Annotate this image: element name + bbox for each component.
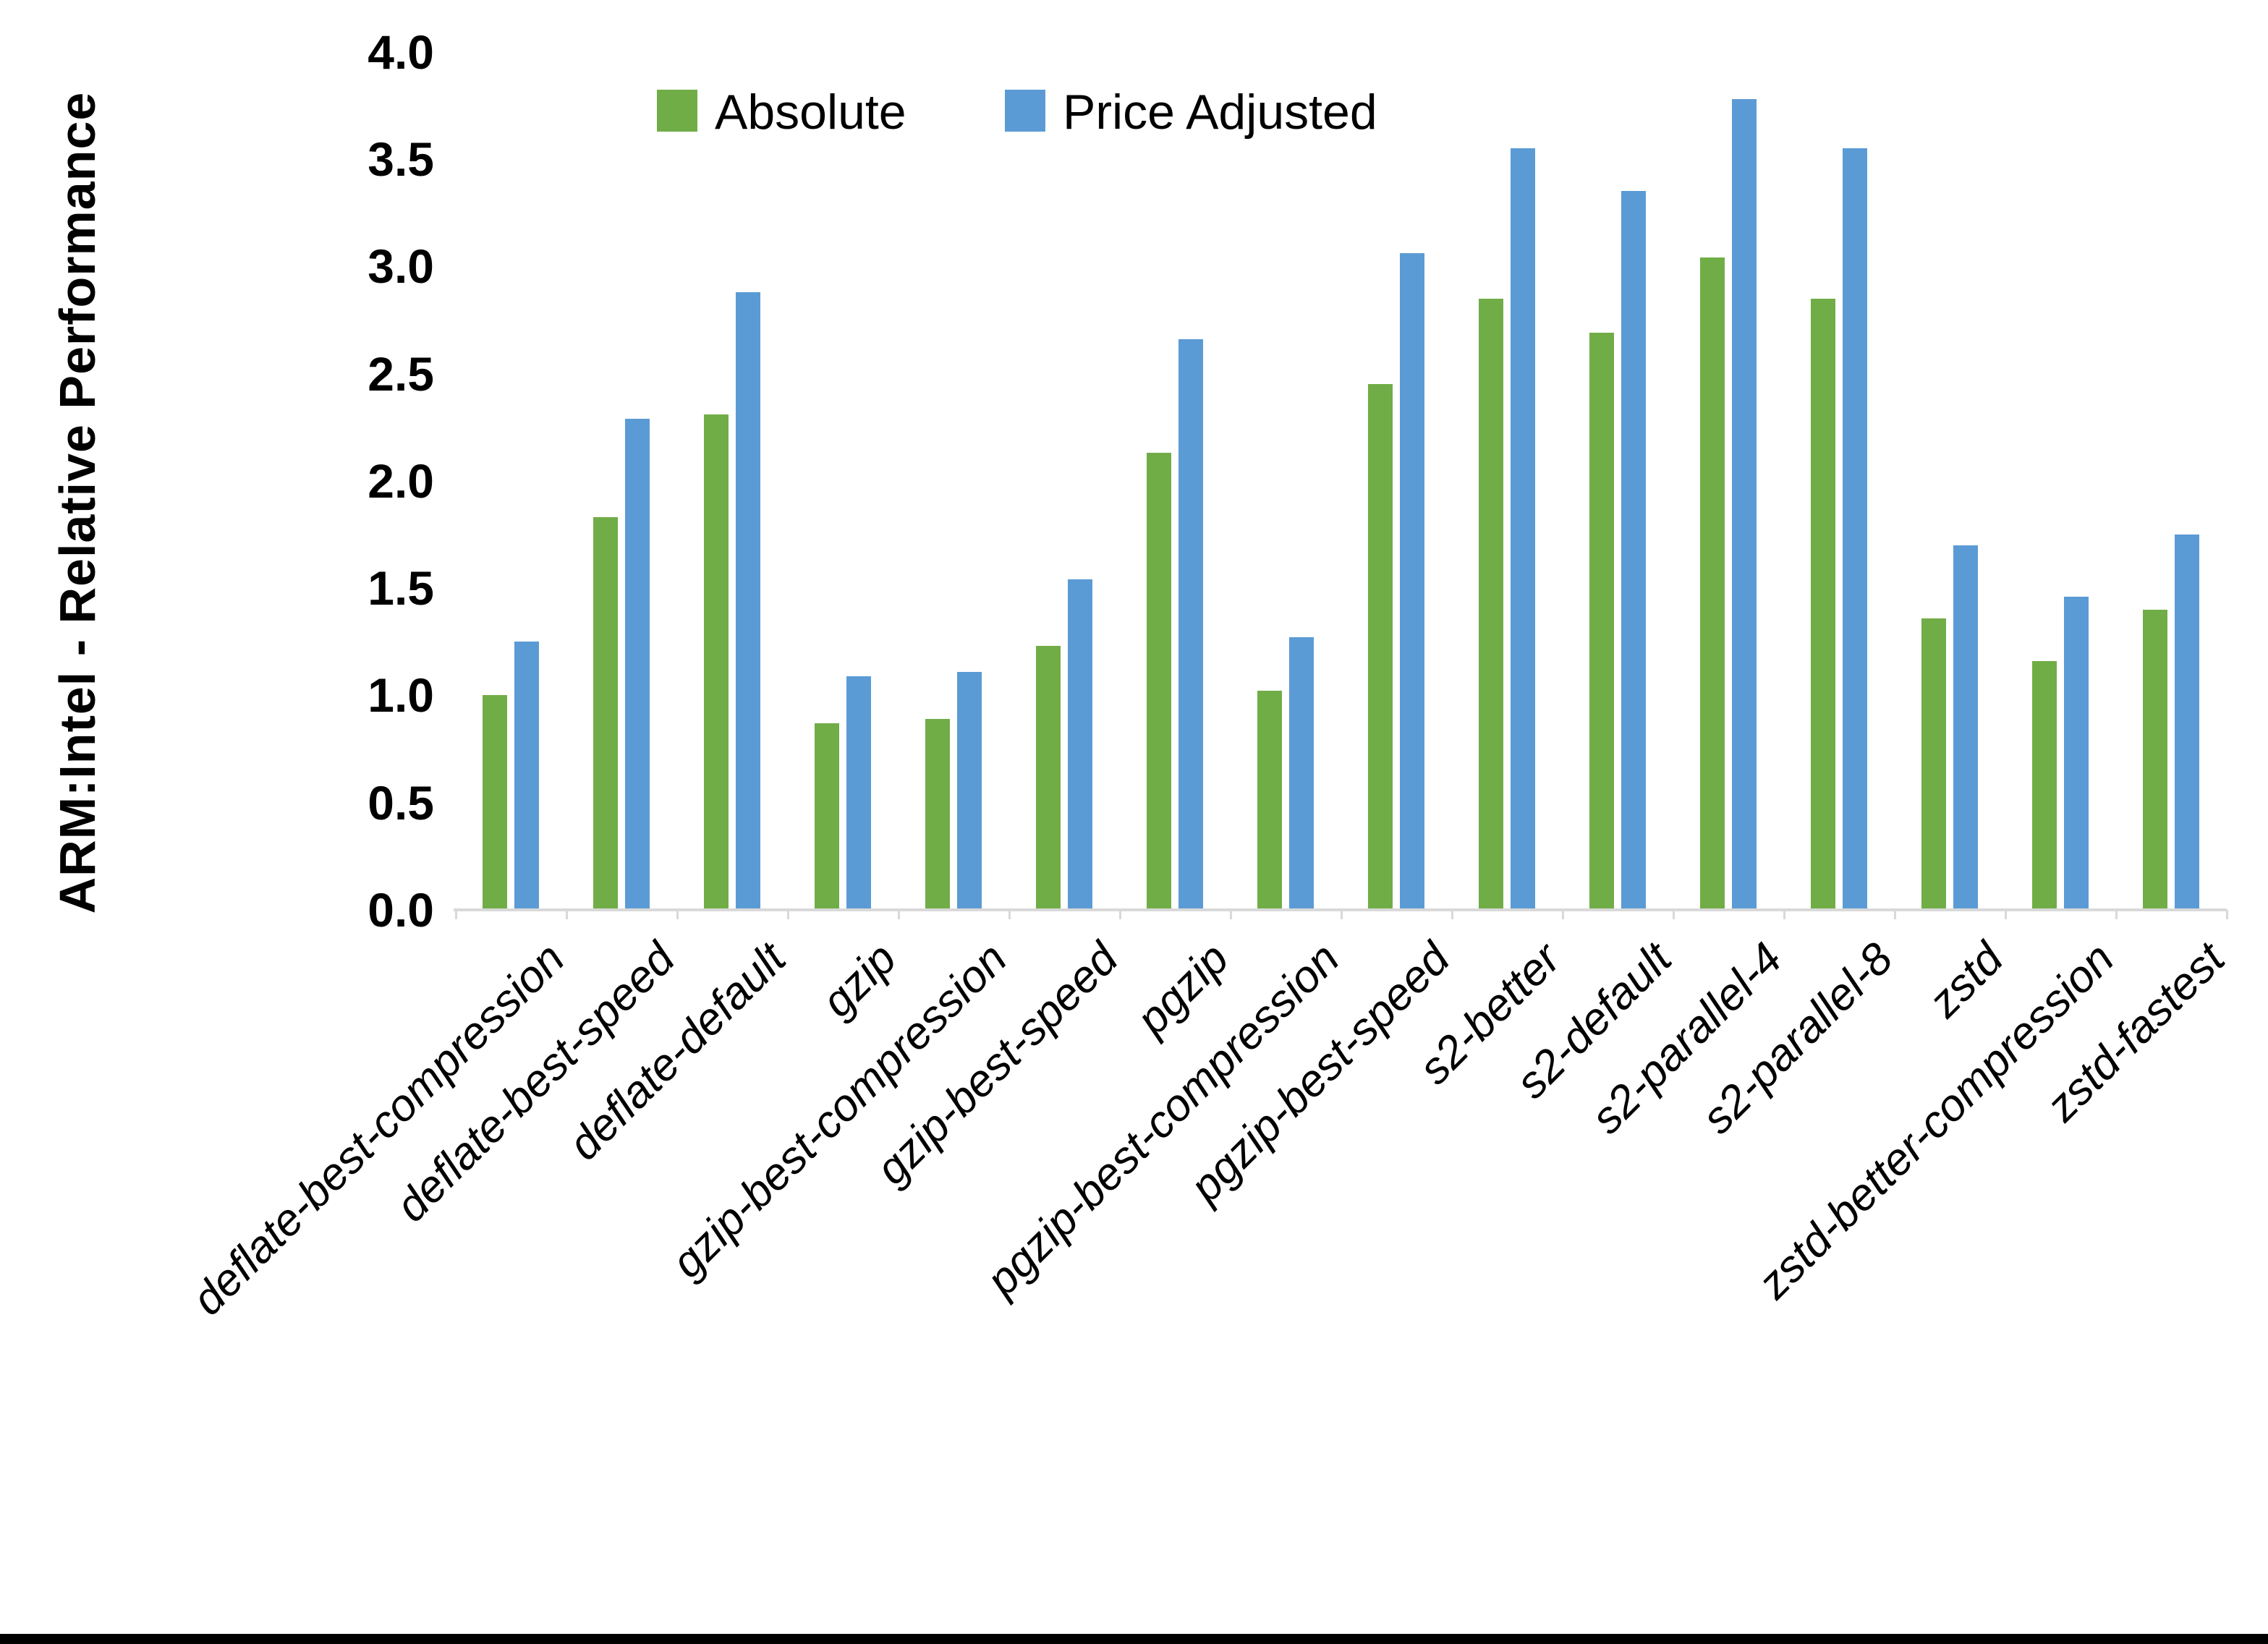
bar-price-adjusted-deflate-default [736,291,760,910]
x-tick-mark [1008,910,1011,919]
bar-absolute-deflate-best-speed [593,517,618,910]
bar-price-adjusted-zstd-fastest [2175,534,2199,910]
bar-price-adjusted-zstd [1953,545,1978,910]
y-tick-label: 2.5 [368,346,434,401]
legend-label-price-adjusted: Price Adjusted [1063,85,1377,140]
bar-price-adjusted-pgzip [1178,339,1203,910]
bar-absolute-deflate-best-compression [483,695,507,910]
bottom-edge-bar [0,1634,2268,1644]
y-tick-label: 3.0 [368,239,434,294]
x-tick-mark [455,910,457,919]
x-tick-mark [1562,910,1564,919]
y-tick-label: 0.5 [368,775,434,830]
bar-absolute-s2-parallel-4 [1700,257,1725,910]
x-tick-mark [1119,910,1121,919]
bar-price-adjusted-s2-better [1511,148,1535,910]
x-tick-mark [1894,910,1896,919]
legend-swatch-absolute [657,90,697,132]
legend-swatch-price-adjusted [1005,90,1045,132]
y-tick-label: 1.5 [368,561,434,616]
bar-absolute-pgzip [1147,453,1171,910]
bar-price-adjusted-pgzip-best-compression [1289,637,1314,910]
bar-absolute-s2-parallel-8 [1811,298,1835,910]
x-tick-mark [1673,910,1675,919]
bar-price-adjusted-s2-parallel-8 [1843,148,1867,910]
y-tick-label: 2.0 [368,453,434,508]
y-tick-label: 4.0 [368,25,434,79]
bar-absolute-zstd [1921,618,1946,910]
bar-absolute-s2-default [1589,333,1614,910]
bar-absolute-gzip [815,723,839,910]
x-tick-mark [2226,910,2228,919]
x-tick-mark [2115,910,2118,919]
bar-price-adjusted-gzip [846,676,871,910]
bar-absolute-gzip-best-compression [925,719,950,910]
bar-price-adjusted-gzip-best-speed [1068,579,1092,910]
x-tick-mark [676,910,679,919]
x-axis-line [454,908,2227,911]
x-tick-mark [787,910,789,919]
x-tick-mark [1783,910,1785,919]
bar-price-adjusted-zstd-better-compression [2064,596,2089,910]
bar-absolute-s2-better [1479,298,1503,910]
x-tick-mark [566,910,568,919]
x-tick-mark [1451,910,1453,919]
bar-absolute-gzip-best-speed [1036,646,1061,910]
legend-label-absolute: Absolute [715,85,906,140]
bar-price-adjusted-deflate-best-speed [625,418,650,910]
x-category-label-zstd: zstd [1919,933,2013,1027]
x-tick-mark [2005,910,2007,919]
bar-absolute-pgzip-best-compression [1257,691,1282,910]
bar-price-adjusted-pgzip-best-speed [1400,253,1424,910]
bar-absolute-pgzip-best-speed [1368,384,1393,910]
y-tick-label: 0.0 [368,883,434,937]
bar-price-adjusted-gzip-best-compression [957,671,982,910]
x-tick-mark [898,910,900,919]
x-category-label-gzip: gzip [812,933,906,1027]
y-axis-title: ARM:Intel - Relative Performance [49,91,106,914]
bar-price-adjusted-s2-default [1621,191,1646,910]
bar-price-adjusted-deflate-best-compression [514,642,539,910]
x-tick-mark [1341,910,1343,919]
bar-absolute-zstd-better-compression [2032,660,2057,910]
x-tick-mark [1230,910,1232,919]
bar-absolute-deflate-default [704,414,729,910]
bar-absolute-zstd-fastest [2143,609,2167,910]
bar-price-adjusted-s2-parallel-4 [1732,98,1757,910]
y-tick-label: 3.5 [368,132,434,186]
y-tick-label: 1.0 [368,668,434,723]
